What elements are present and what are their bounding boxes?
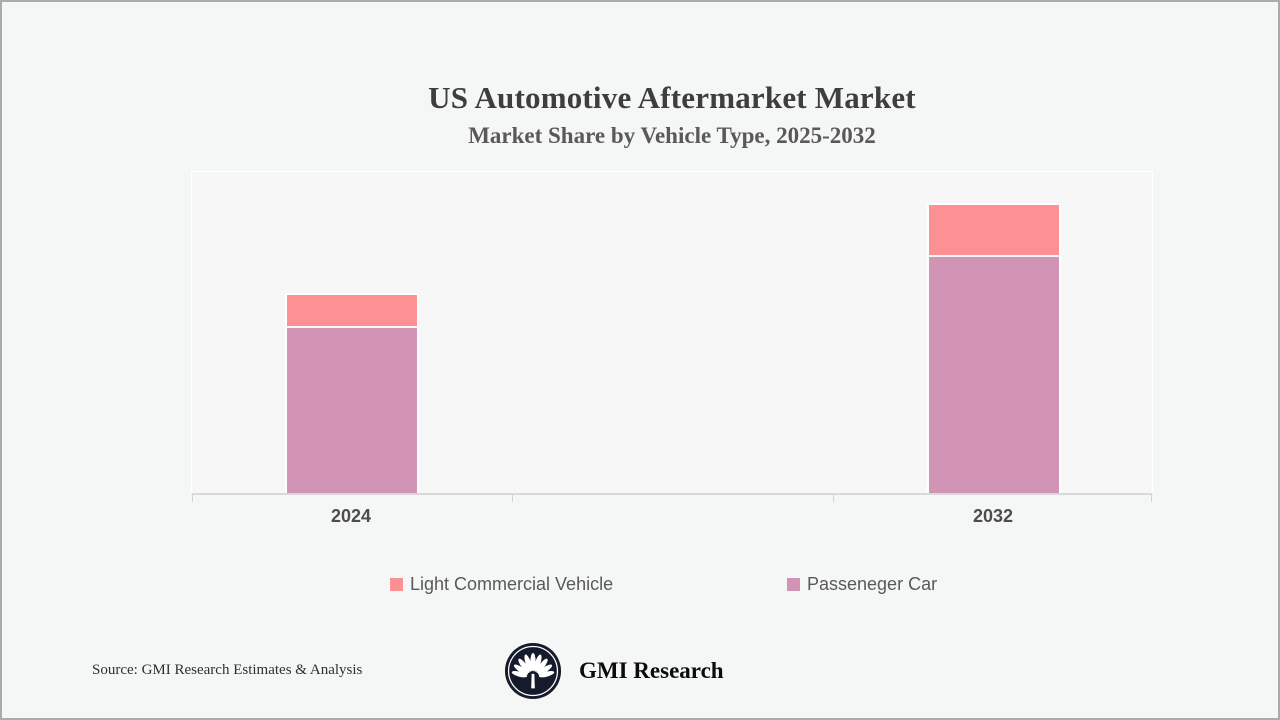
- stacked-bar-2024: [285, 292, 419, 493]
- chart-title: US Automotive Aftermarket Market: [428, 80, 916, 115]
- axis-tick: [512, 494, 513, 502]
- axis-tick: [833, 494, 834, 502]
- segment-passeneger-car: [929, 256, 1059, 493]
- stacked-bar-2032: [927, 202, 1061, 493]
- legend-label: Passeneger Car: [807, 574, 938, 594]
- x-axis-label-2032: 2032: [972, 506, 1014, 526]
- legend-item-light-commercial-vehicle: Light Commercial Vehicle: [390, 574, 613, 595]
- x-axis-label-2024: 2024: [330, 506, 372, 526]
- gmi-logo-icon: [504, 642, 562, 700]
- source-note: Source: GMI Research Estimates & Analysi…: [92, 662, 363, 678]
- legend-item-passeneger-car: Passeneger Car: [787, 574, 937, 595]
- segment-passeneger-car: [287, 328, 417, 493]
- legend-swatch-light-commercial-vehicle: [390, 578, 403, 591]
- segment-light-commercial-vehicle: [929, 204, 1059, 255]
- axis-tick: [192, 494, 193, 502]
- chart-subtitle: Market Share by Vehicle Type, 2025-2032: [468, 123, 876, 148]
- legend-swatch-passeneger-car: [787, 578, 800, 591]
- axis-tick: [1151, 494, 1152, 502]
- legend-label: Light Commercial Vehicle: [410, 574, 614, 594]
- brand-name: GMI Research: [579, 658, 724, 683]
- brand-lockup: GMI Research: [504, 642, 724, 700]
- segment-light-commercial-vehicle: [287, 294, 417, 327]
- plot-area: [191, 171, 1153, 502]
